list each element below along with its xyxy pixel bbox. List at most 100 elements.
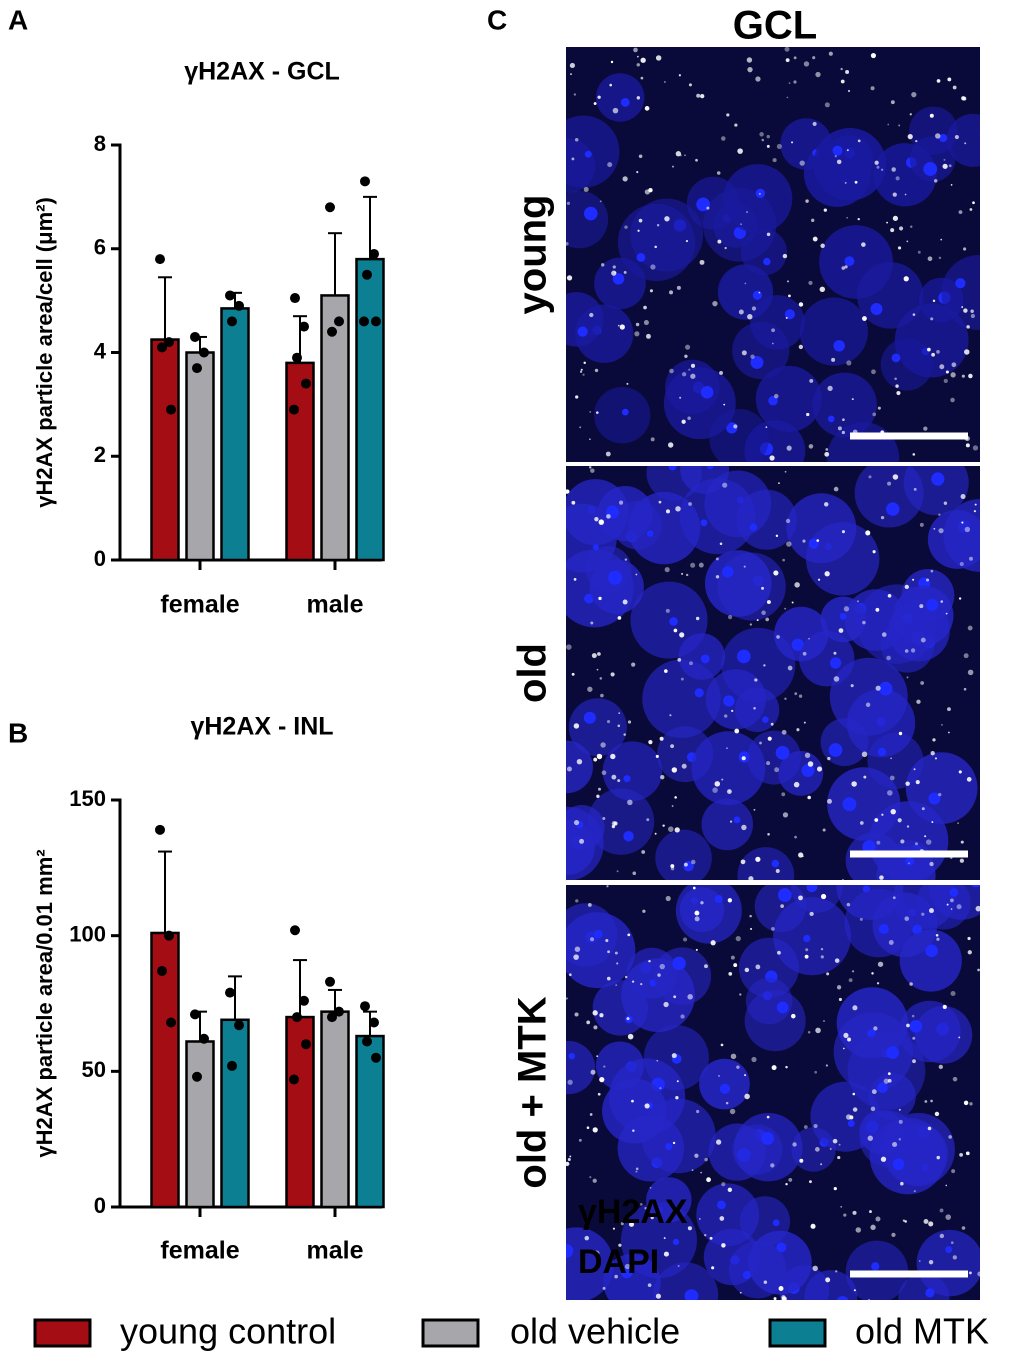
foci xyxy=(766,600,771,605)
foci xyxy=(715,557,719,561)
chromocenter xyxy=(827,415,835,423)
foci xyxy=(566,1161,570,1167)
foci xyxy=(846,902,851,907)
foci xyxy=(820,1163,823,1166)
foci xyxy=(930,317,934,321)
foci xyxy=(977,968,980,972)
foci xyxy=(838,1143,841,1146)
chromocenter xyxy=(592,544,599,551)
foci xyxy=(887,1078,892,1083)
foci xyxy=(876,165,880,169)
foci xyxy=(910,225,913,228)
foci xyxy=(635,322,640,327)
foci xyxy=(966,325,970,329)
foci xyxy=(606,720,611,724)
data-point xyxy=(289,404,299,415)
bar xyxy=(185,1040,215,1209)
foci xyxy=(704,964,708,969)
foci xyxy=(771,328,775,333)
foci xyxy=(886,221,888,224)
chromocenter xyxy=(556,169,566,179)
foci xyxy=(593,102,597,106)
foci xyxy=(765,617,770,622)
chromocenter xyxy=(583,711,596,724)
y-tick-label: 2 xyxy=(94,442,106,467)
bar xyxy=(185,351,215,562)
nucleus xyxy=(941,255,980,330)
foci xyxy=(659,1087,662,1090)
foci xyxy=(890,228,895,233)
y-tick-label: 150 xyxy=(69,786,106,811)
nucleus xyxy=(824,135,874,185)
foci xyxy=(904,916,910,921)
foci xyxy=(594,516,599,522)
foci xyxy=(755,964,761,970)
foci xyxy=(771,927,775,931)
foci xyxy=(684,354,688,358)
foci xyxy=(641,850,646,854)
foci xyxy=(627,799,633,806)
nucleus xyxy=(701,798,754,851)
foci xyxy=(624,225,628,229)
data-point xyxy=(327,1012,337,1023)
foci xyxy=(969,1102,973,1106)
foci xyxy=(744,1074,747,1077)
foci xyxy=(792,1142,797,1147)
foci xyxy=(750,927,753,931)
foci xyxy=(934,179,938,183)
foci xyxy=(599,200,602,203)
panel-letter: C xyxy=(487,4,507,35)
foci xyxy=(773,1297,777,1300)
foci xyxy=(613,821,618,826)
foci xyxy=(584,1235,590,1241)
foci xyxy=(892,474,899,480)
foci xyxy=(633,47,638,53)
chromocenter xyxy=(955,278,966,289)
foci xyxy=(782,253,788,259)
data-point xyxy=(289,1074,299,1085)
chromocenter xyxy=(700,654,710,664)
foci xyxy=(843,1213,847,1217)
foci xyxy=(912,1036,916,1040)
foci xyxy=(843,1047,845,1050)
chromocenter xyxy=(988,526,998,536)
foci xyxy=(851,970,855,973)
channel-label: DAPI xyxy=(578,1243,659,1281)
foci xyxy=(737,148,743,154)
foci xyxy=(936,350,940,354)
chromocenter xyxy=(706,466,714,470)
chromocenter xyxy=(566,1244,574,1258)
chromocenter xyxy=(892,1158,905,1171)
foci xyxy=(916,699,921,704)
foci xyxy=(570,73,572,76)
x-tick-label: male xyxy=(307,591,364,619)
foci xyxy=(741,824,747,831)
foci xyxy=(784,470,787,473)
foci xyxy=(736,1065,740,1069)
data-point xyxy=(157,342,167,353)
foci xyxy=(635,573,638,576)
foci xyxy=(888,940,894,945)
foci xyxy=(778,482,780,484)
chart-title: γH2AX - GCL xyxy=(184,58,340,86)
foci xyxy=(875,607,880,612)
foci xyxy=(610,753,616,760)
foci xyxy=(729,820,733,823)
foci xyxy=(960,494,966,500)
foci xyxy=(887,123,890,126)
foci xyxy=(915,139,918,143)
foci xyxy=(940,238,943,241)
chromocenter xyxy=(776,1001,789,1014)
foci xyxy=(620,1222,624,1226)
foci xyxy=(694,910,700,916)
foci xyxy=(665,509,670,514)
foci xyxy=(927,1126,932,1131)
foci xyxy=(744,282,747,285)
foci xyxy=(823,1020,825,1022)
foci xyxy=(798,852,804,858)
chromocenter xyxy=(775,745,790,760)
foci xyxy=(670,864,675,869)
foci xyxy=(718,1075,720,1077)
foci xyxy=(579,838,585,844)
